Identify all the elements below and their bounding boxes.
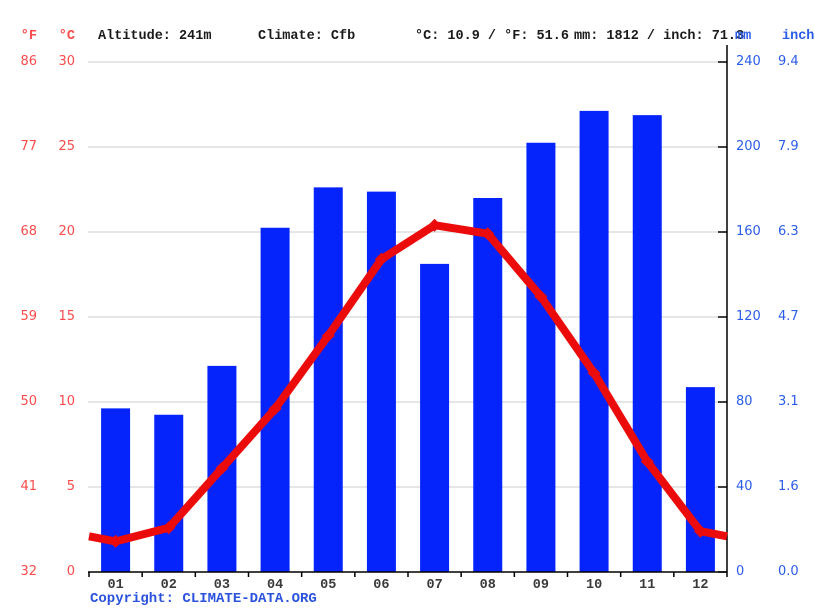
precipitation-bar: [313, 187, 343, 572]
month-label: 12: [692, 578, 709, 593]
altitude-label: Altitude: 241m: [98, 29, 212, 44]
temperature-point-marker: [693, 524, 707, 538]
precipitation-bar: [473, 198, 503, 572]
left-axis-celsius-tick: 5: [66, 479, 75, 494]
annual-temperature-summary: °C: 10.9 / °F: 51.6: [415, 29, 569, 44]
right-axis-inch-tick: 3.1: [778, 394, 799, 409]
temperature-point-marker: [587, 366, 601, 380]
left-axis-celsius-tick: 20: [58, 224, 75, 239]
precipitation-bar: [526, 142, 556, 572]
right-axis-mm-tick: 240: [736, 54, 761, 69]
right-axis-inch-tick: 9.4: [778, 54, 799, 69]
temperature-point-marker: [640, 455, 654, 468]
month-label: 11: [639, 578, 656, 593]
right-axis-mm-tick: 40: [736, 479, 753, 494]
header-inch-unit: inch: [782, 29, 815, 44]
right-axis-inch-tick: 7.9: [778, 139, 799, 154]
temperature-point-marker: [428, 218, 442, 232]
temperature-point-marker: [162, 521, 176, 535]
left-axis-celsius-tick: 0: [66, 564, 75, 579]
month-label: 10: [585, 578, 603, 593]
left-axis-fahrenheit-tick: 50: [20, 394, 37, 409]
right-axis-inch-tick: 0.0: [778, 564, 799, 579]
left-axis-fahrenheit-tick: 59: [20, 309, 37, 324]
month-label: 07: [426, 578, 443, 593]
right-axis-inch-tick: 4.7: [778, 309, 799, 324]
temperature-point-marker: [534, 290, 548, 304]
precipitation-bar: [685, 387, 715, 572]
month-label: 02: [160, 578, 177, 593]
temperature-point-marker: [374, 252, 388, 266]
right-axis-mm-tick: 200: [736, 139, 761, 154]
climate-classification-label: Climate: Cfb: [258, 29, 356, 44]
right-axis-mm-tick: 80: [736, 394, 753, 409]
month-label: 08: [479, 578, 496, 593]
month-label: 09: [532, 578, 549, 593]
right-axis-mm-tick: 120: [736, 309, 761, 324]
temperature-point-marker: [215, 461, 229, 475]
temperature-point-marker: [481, 227, 495, 241]
month-label: 04: [266, 578, 284, 593]
header-mm-unit: mm: [735, 29, 752, 44]
right-axis-mm-tick: 0: [736, 564, 745, 579]
temperature-point-marker: [268, 402, 282, 416]
month-label: 03: [213, 578, 230, 593]
header-celsius-unit: °C: [58, 29, 75, 44]
month-label: 06: [373, 578, 390, 593]
left-axis-celsius-tick: 15: [58, 309, 75, 324]
left-axis-fahrenheit-tick: 77: [20, 139, 37, 154]
left-axis-fahrenheit-tick: 32: [20, 564, 37, 579]
right-axis-inch-tick: 6.3: [778, 224, 799, 239]
temperature-point-marker: [321, 329, 335, 343]
copyright-link[interactable]: Copyright: CLIMATE-DATA.ORG: [90, 591, 317, 607]
left-axis-fahrenheit-tick: 86: [20, 54, 37, 69]
left-axis-fahrenheit-tick: 68: [20, 224, 37, 239]
month-label: 01: [107, 578, 124, 593]
month-label: 05: [320, 578, 337, 593]
header-fahrenheit-unit: °F: [20, 29, 37, 44]
right-axis-mm-tick: 160: [736, 224, 761, 239]
left-axis-celsius-tick: 30: [58, 54, 75, 69]
left-axis-celsius-tick: 25: [58, 139, 75, 154]
annual-precipitation-summary: mm: 1812 / inch: 71.3: [574, 29, 745, 44]
temperature-line: [88, 221, 728, 546]
right-axis-inch-tick: 1.6: [778, 479, 799, 494]
precipitation-bar: [154, 414, 184, 572]
precipitation-bar: [632, 115, 662, 572]
temperature-point-marker: [109, 534, 123, 548]
left-axis-celsius-tick: 10: [58, 394, 75, 409]
left-axis-fahrenheit-tick: 41: [20, 479, 37, 494]
precipitation-bar: [579, 110, 609, 572]
precipitation-bar: [420, 263, 450, 572]
